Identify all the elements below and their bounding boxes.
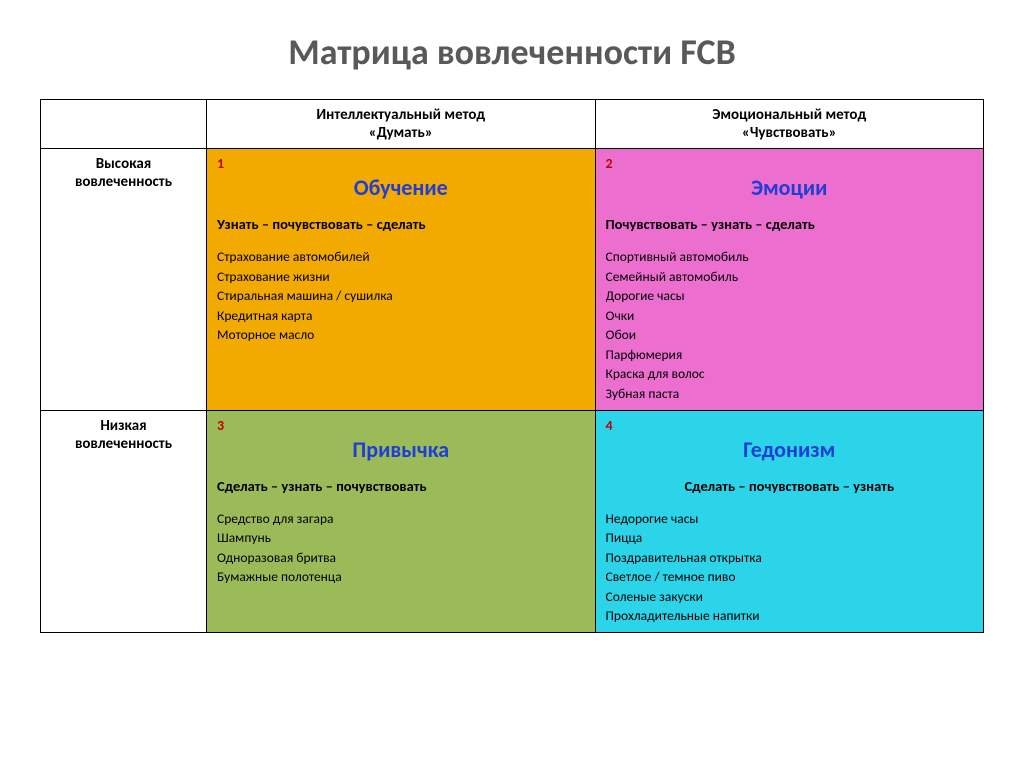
quadrant-item: Прохладительные напитки xyxy=(606,606,974,626)
row-header-line: вовлеченность xyxy=(51,435,196,453)
quadrant-number: 3 xyxy=(217,417,585,434)
quadrant-item: Страхование автомобилей xyxy=(217,247,585,267)
corner-cell xyxy=(41,100,207,149)
quadrant-title: Обучение xyxy=(217,174,585,201)
quadrant-items: Спортивный автомобильСемейный автомобиль… xyxy=(606,247,974,404)
quadrant-item: Зубная паста xyxy=(606,384,974,404)
quadrant-item: Бумажные полотенца xyxy=(217,567,585,587)
quadrant-sequence: Сделать – почувствовать – узнать xyxy=(606,477,974,495)
quadrant-number: 4 xyxy=(606,417,974,434)
quadrant-item: Одноразовая бритва xyxy=(217,548,585,568)
quadrant-item: Семейный автомобиль xyxy=(606,267,974,287)
col-header-line: «Думать» xyxy=(217,124,585,142)
quadrant-title: Эмоции xyxy=(606,174,974,201)
quadrant-item: Моторное масло xyxy=(217,325,585,345)
quadrant-item: Парфюмерия xyxy=(606,345,974,365)
quadrant-items: Недорогие часыПиццаПоздравительная откры… xyxy=(606,509,974,626)
page-title: Матрица вовлеченности FCB xyxy=(40,30,984,74)
quadrant-4: 4 Гедонизм Сделать – почувствовать – узн… xyxy=(595,410,984,632)
row-header-line: Высокая xyxy=(51,155,196,173)
fcb-matrix: Интеллектуальный метод «Думать» Эмоциона… xyxy=(40,99,984,633)
quadrant-item: Обои xyxy=(606,325,974,345)
quadrant-item: Средство для загара xyxy=(217,509,585,529)
col-header-line: Эмоциональный метод xyxy=(606,106,974,124)
quadrant-1: 1 Обучение Узнать – почувствовать – сдел… xyxy=(207,149,596,411)
row-header-high: Высокая вовлеченность xyxy=(41,149,207,411)
quadrant-items: Средство для загараШампуньОдноразовая бр… xyxy=(217,509,585,587)
quadrant-sequence: Сделать – узнать – почувствовать xyxy=(217,477,585,495)
row-header-low: Низкая вовлеченность xyxy=(41,410,207,632)
quadrant-item: Дорогие часы xyxy=(606,286,974,306)
quadrant-sequence: Почувствовать – узнать – сделать xyxy=(606,215,974,233)
quadrant-2: 2 Эмоции Почувствовать – узнать – сделат… xyxy=(595,149,984,411)
quadrant-item: Краска для волос xyxy=(606,364,974,384)
col-header-line: Интеллектуальный метод xyxy=(217,106,585,124)
quadrant-item: Страхование жизни xyxy=(217,267,585,287)
quadrant-item: Пицца xyxy=(606,528,974,548)
quadrant-item: Светлое / темное пиво xyxy=(606,567,974,587)
quadrant-item: Соленые закуски xyxy=(606,587,974,607)
quadrant-number: 1 xyxy=(217,155,585,172)
quadrant-item: Очки xyxy=(606,306,974,326)
quadrant-item: Спортивный автомобиль xyxy=(606,247,974,267)
quadrant-item: Шампунь xyxy=(217,528,585,548)
col-header-feel: Эмоциональный метод «Чувствовать» xyxy=(595,100,984,149)
quadrant-3: 3 Привычка Сделать – узнать – почувствов… xyxy=(207,410,596,632)
quadrant-item: Кредитная карта xyxy=(217,306,585,326)
quadrant-title: Привычка xyxy=(217,436,585,463)
row-header-line: вовлеченность xyxy=(51,173,196,191)
quadrant-item: Поздравительная открытка xyxy=(606,548,974,568)
quadrant-item: Стиральная машина / сушилка xyxy=(217,286,585,306)
quadrant-items: Страхование автомобилейСтрахование жизни… xyxy=(217,247,585,345)
col-header-line: «Чувствовать» xyxy=(606,124,974,142)
col-header-think: Интеллектуальный метод «Думать» xyxy=(207,100,596,149)
quadrant-sequence: Узнать – почувствовать – сделать xyxy=(217,215,585,233)
quadrant-number: 2 xyxy=(606,155,974,172)
row-header-line: Низкая xyxy=(51,417,196,435)
quadrant-title: Гедонизм xyxy=(606,436,974,463)
quadrant-item: Недорогие часы xyxy=(606,509,974,529)
